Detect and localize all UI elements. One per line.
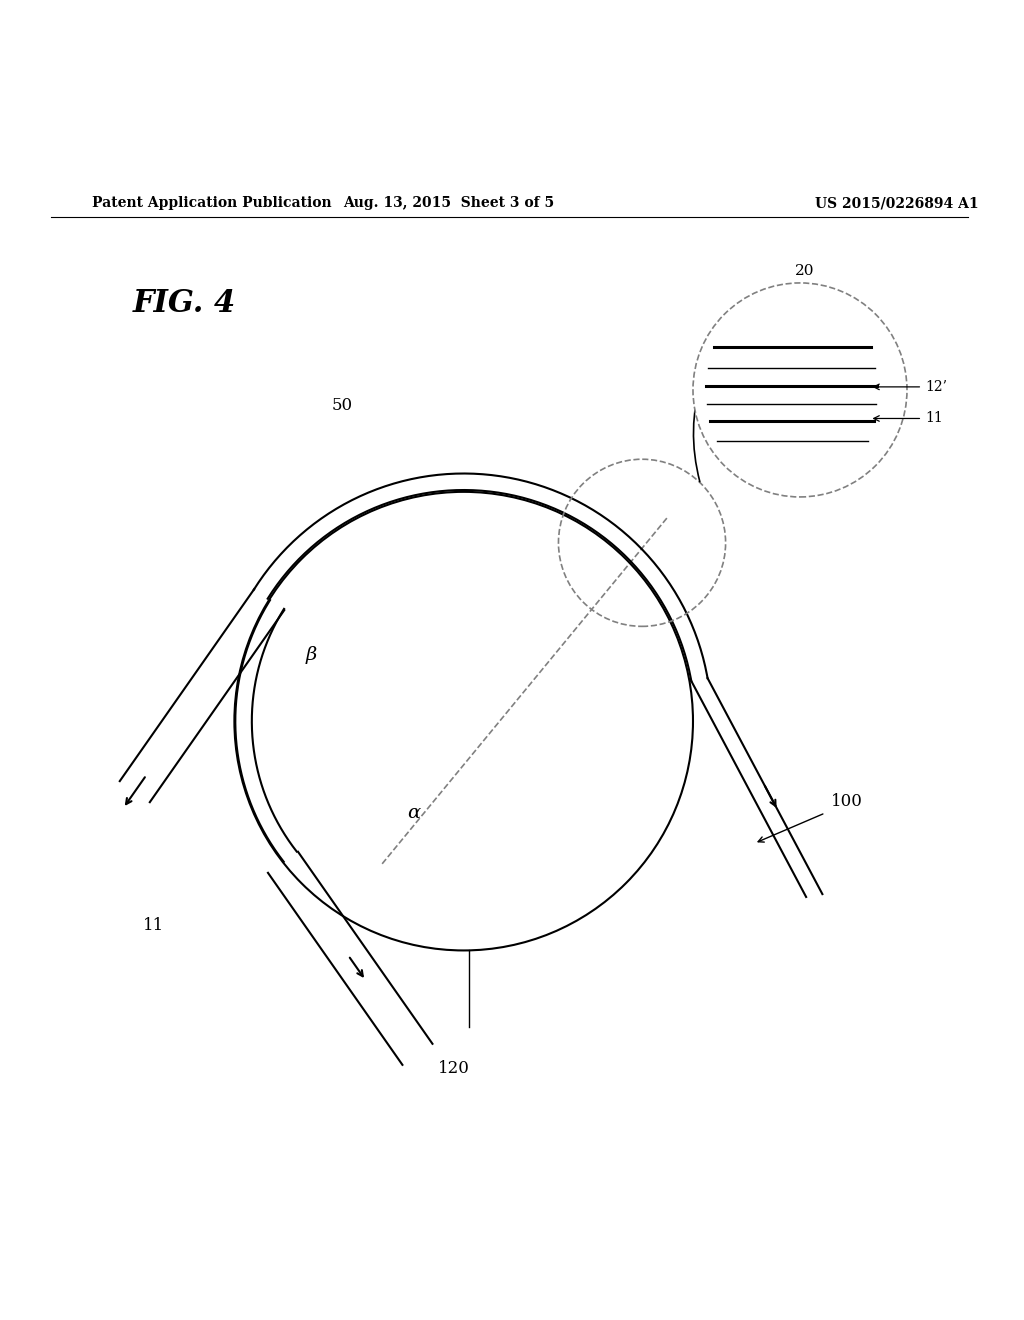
Text: 12’: 12’ (926, 380, 947, 393)
Text: α: α (408, 804, 421, 822)
Text: 11: 11 (142, 917, 164, 935)
Text: US 2015/0226894 A1: US 2015/0226894 A1 (815, 197, 979, 210)
Text: FIG. 4: FIG. 4 (132, 288, 236, 319)
Text: 50: 50 (331, 397, 352, 414)
Text: Aug. 13, 2015  Sheet 3 of 5: Aug. 13, 2015 Sheet 3 of 5 (343, 197, 554, 210)
Text: β: β (306, 645, 317, 664)
Circle shape (693, 282, 907, 496)
Text: 100: 100 (830, 793, 862, 809)
Text: 11: 11 (926, 412, 943, 425)
Text: 120: 120 (438, 1060, 470, 1077)
Text: Patent Application Publication: Patent Application Publication (92, 197, 332, 210)
Text: 20: 20 (796, 264, 815, 277)
